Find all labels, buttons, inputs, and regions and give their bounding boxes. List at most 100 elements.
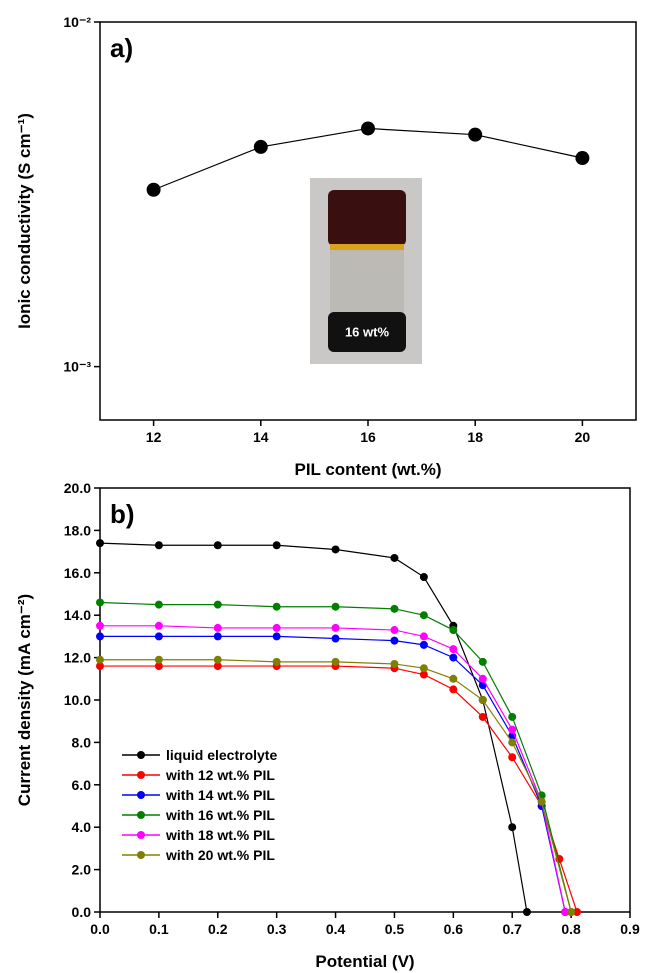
data-point xyxy=(478,712,487,721)
x-tick-label: 12 xyxy=(146,429,162,445)
data-point xyxy=(154,632,163,641)
x-tick-label: 18 xyxy=(467,429,483,445)
data-point xyxy=(573,908,581,916)
data-point xyxy=(468,127,483,142)
y-tick-label: 10⁻³ xyxy=(63,359,91,375)
legend-marker xyxy=(137,851,145,859)
x-axis-title: PIL content (wt.%) xyxy=(294,460,441,479)
y-tick-label: 12.0 xyxy=(64,650,91,666)
x-tick-label: 0.2 xyxy=(208,921,228,937)
legend-marker xyxy=(137,791,145,799)
x-tick-label: 0.9 xyxy=(620,921,640,937)
y-axis-title: Ionic conductivity (S cm⁻¹) xyxy=(15,113,34,329)
data-point xyxy=(508,738,517,747)
x-tick-label: 0.4 xyxy=(326,921,346,937)
x-tick-label: 16 xyxy=(360,429,376,445)
data-point xyxy=(449,674,458,683)
data-point xyxy=(419,640,428,649)
data-point xyxy=(419,611,428,620)
data-point xyxy=(522,908,531,916)
inset-photo: 16 wt% xyxy=(310,178,422,364)
y-tick-label: 10.0 xyxy=(64,692,91,708)
data-point xyxy=(331,623,340,632)
data-point xyxy=(537,797,546,806)
data-point xyxy=(213,541,222,550)
series-line xyxy=(100,635,566,913)
data-point xyxy=(390,553,399,562)
data-point xyxy=(508,753,517,762)
data-point xyxy=(390,636,399,645)
data-point xyxy=(272,657,281,666)
data-point xyxy=(272,632,281,641)
data-point xyxy=(449,685,458,694)
x-tick-label: 0.1 xyxy=(149,921,169,937)
vial-base xyxy=(328,312,406,352)
x-axis-title: Potential (V) xyxy=(315,952,414,971)
data-point xyxy=(331,657,340,666)
data-point xyxy=(419,632,428,641)
data-point xyxy=(272,541,281,550)
data-point xyxy=(508,712,517,721)
data-point xyxy=(508,823,517,832)
vial-glass xyxy=(330,250,404,316)
data-point xyxy=(561,908,570,916)
inset-label: 16 wt% xyxy=(345,324,390,339)
data-point xyxy=(567,908,576,916)
y-tick-label: 2.0 xyxy=(72,862,92,878)
data-point xyxy=(213,655,222,664)
data-point xyxy=(390,659,399,668)
legend-text: liquid electrolyte xyxy=(166,747,277,763)
series-line xyxy=(99,601,572,913)
x-tick-label: 0.6 xyxy=(444,921,464,937)
data-point xyxy=(213,623,222,632)
data-point xyxy=(154,662,163,671)
data-point xyxy=(96,539,104,548)
data-point xyxy=(331,602,340,611)
x-tick-label: 20 xyxy=(575,429,591,445)
legend-marker xyxy=(137,751,145,759)
data-point xyxy=(96,598,104,607)
data-point xyxy=(272,623,281,632)
data-point xyxy=(361,121,375,136)
data-point xyxy=(478,696,487,704)
data-point xyxy=(96,621,104,630)
data-point xyxy=(478,657,487,666)
legend-text: with 20 wt.% PIL xyxy=(165,847,275,863)
data-point xyxy=(253,139,268,154)
legend-text: with 12 wt.% PIL xyxy=(165,767,275,783)
data-point xyxy=(154,600,163,609)
legend-marker xyxy=(137,831,145,839)
x-tick-label: 0.8 xyxy=(561,921,581,937)
data-point xyxy=(154,541,163,550)
data-point xyxy=(419,573,428,582)
data-point xyxy=(508,725,517,734)
legend-text: with 14 wt.% PIL xyxy=(165,787,275,803)
legend-text: with 16 wt.% PIL xyxy=(165,807,275,823)
data-point xyxy=(478,674,487,683)
x-tick-label: 0.5 xyxy=(385,921,405,937)
y-tick-label: 6.0 xyxy=(72,777,92,793)
data-point xyxy=(154,655,163,664)
y-tick-label: 0.0 xyxy=(72,904,92,920)
data-point xyxy=(390,626,399,635)
y-tick-label: 20.0 xyxy=(64,480,91,496)
data-point xyxy=(331,634,340,643)
vial-cap xyxy=(328,190,406,246)
y-axis-title: Current density (mA cm⁻²) xyxy=(15,594,34,806)
data-point xyxy=(154,621,163,630)
data-point xyxy=(146,182,161,197)
legend-marker xyxy=(137,771,145,779)
data-point xyxy=(331,545,340,554)
series-line xyxy=(100,625,566,913)
legend-marker xyxy=(137,811,145,819)
y-tick-label: 4.0 xyxy=(72,819,92,835)
data-point xyxy=(419,664,428,673)
y-tick-label: 8.0 xyxy=(72,734,92,750)
data-point xyxy=(96,662,104,671)
data-point xyxy=(213,600,222,609)
panel-label: b) xyxy=(110,499,135,529)
data-point xyxy=(272,602,281,611)
data-point xyxy=(213,662,222,671)
data-point xyxy=(96,655,104,664)
